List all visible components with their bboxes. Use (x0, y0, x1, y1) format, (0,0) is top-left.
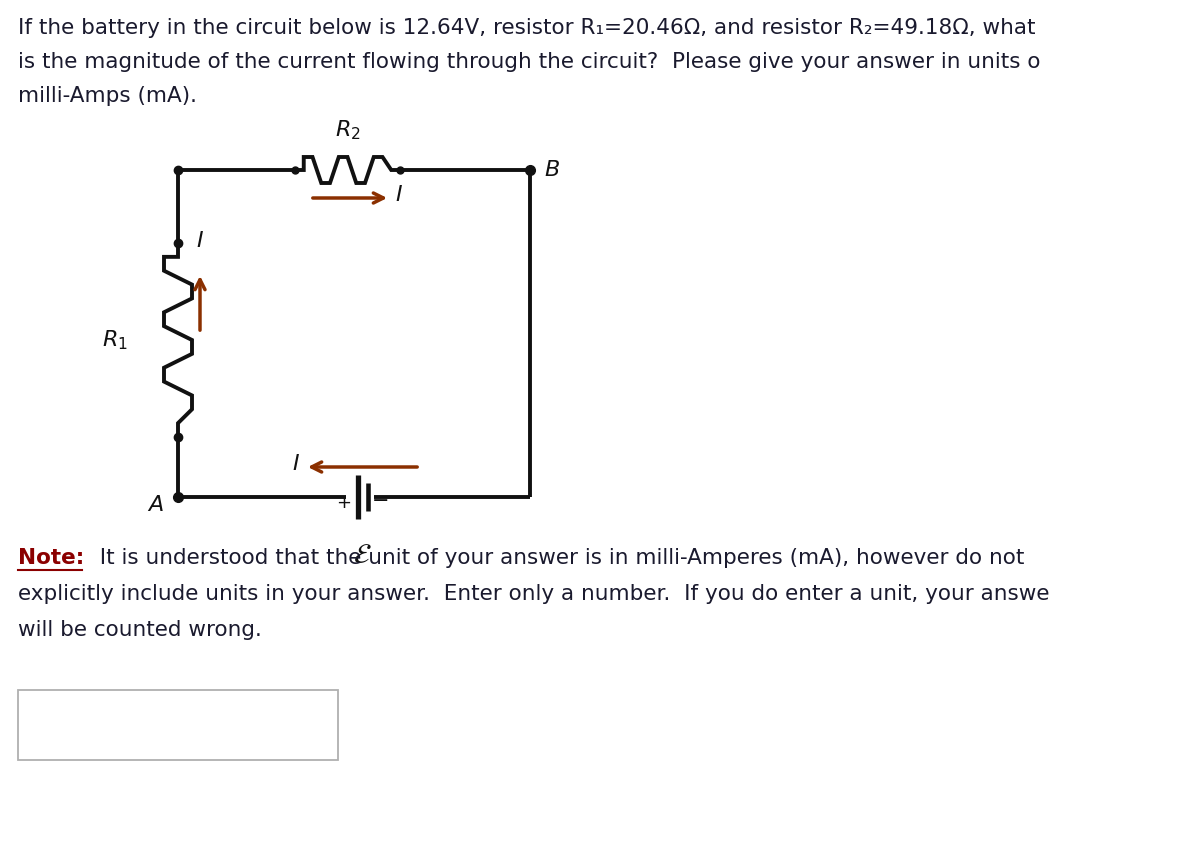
Text: +: + (336, 494, 352, 512)
Text: explicitly include units in your answer.  Enter only a number.  If you do enter : explicitly include units in your answer.… (18, 584, 1050, 604)
Text: $I$: $I$ (196, 231, 204, 251)
Text: $I$: $I$ (395, 185, 403, 205)
Text: $R_2$: $R_2$ (335, 119, 360, 142)
Text: $I$: $I$ (292, 454, 300, 474)
Text: Note:: Note: (18, 548, 84, 568)
Text: $R_1$: $R_1$ (102, 329, 128, 352)
Text: $A$: $A$ (148, 495, 164, 515)
Text: It is understood that the unit of your answer is in milli-Amperes (mA), however : It is understood that the unit of your a… (86, 548, 1025, 568)
Text: milli-Amps (mA).: milli-Amps (mA). (18, 86, 197, 106)
Text: $B$: $B$ (544, 160, 560, 180)
Text: If the battery in the circuit below is 12.64V, resistor R₁=20.46Ω, and resistor : If the battery in the circuit below is 1… (18, 18, 1036, 38)
Text: is the magnitude of the current flowing through the circuit?  Please give your a: is the magnitude of the current flowing … (18, 52, 1040, 72)
Text: will be counted wrong.: will be counted wrong. (18, 620, 262, 640)
FancyBboxPatch shape (18, 690, 338, 760)
Text: −: − (372, 491, 390, 511)
Text: $\mathcal{E}$: $\mathcal{E}$ (353, 541, 371, 569)
